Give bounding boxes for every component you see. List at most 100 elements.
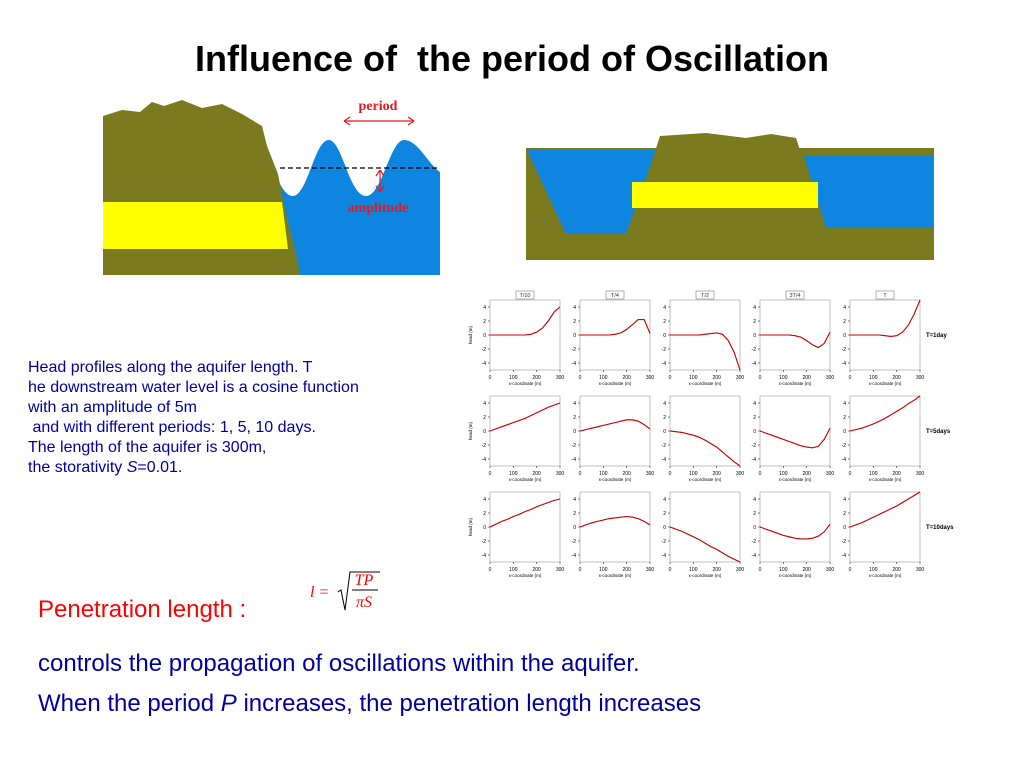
y-tick-label: -2: [842, 539, 847, 545]
x-tick-label: 200: [892, 375, 901, 381]
y-tick-label: 0: [753, 333, 756, 339]
x-tick-label: 200: [802, 375, 811, 381]
y-tick-label: 4: [843, 305, 846, 311]
panel-frame: [759, 491, 831, 563]
x-tick-label: 0: [579, 567, 582, 573]
panel-frame: [669, 395, 741, 467]
numerical-series-line: [669, 430, 741, 467]
body-line-2: When the period P increases, the penetra…: [38, 690, 702, 717]
y-tick-label: 4: [483, 305, 486, 311]
x-tick-label: 200: [622, 471, 631, 477]
x-axis-label: x-coordinate (m): [509, 477, 542, 482]
x-tick-label: 200: [622, 567, 631, 573]
formula-lhs: l =: [310, 584, 329, 601]
row-label: T=10days: [926, 525, 954, 531]
panel-frame: [849, 491, 921, 563]
x-tick-label: 200: [892, 567, 901, 573]
y-tick-label: -2: [752, 443, 757, 449]
y-tick-label: -4: [842, 457, 847, 463]
formula-numerator: TP: [355, 572, 374, 589]
y-tick-label: -4: [572, 361, 577, 367]
panel-frame: [489, 491, 561, 563]
x-tick-label: 100: [869, 471, 878, 477]
column-label-box: [605, 290, 625, 300]
numerical-series-line: [579, 419, 651, 432]
x-axis-label: x-coordinate (m): [599, 381, 632, 386]
x-tick-label: 0: [579, 471, 582, 477]
x-axis-label: x-coordinate (m): [689, 477, 722, 482]
x-axis-label: x-coordinate (m): [599, 573, 632, 578]
x-axis-label: x-coordinate (m): [509, 381, 542, 386]
column-label-box: [515, 290, 535, 300]
y-tick-label: 2: [843, 415, 846, 421]
y-tick-label: -2: [662, 539, 667, 545]
numerical-series-line: [759, 427, 831, 449]
y-tick-label: 0: [483, 429, 486, 435]
x-tick-label: 100: [509, 471, 518, 477]
amplitude-label: amplitude: [348, 201, 409, 216]
y-axis-label: head (m): [468, 421, 473, 440]
x-tick-label: 0: [669, 375, 672, 381]
x-tick-label: 300: [826, 471, 835, 477]
y-tick-label: 2: [573, 319, 576, 325]
x-axis-label: x-coordinate (m): [869, 573, 902, 578]
x-axis-label: x-coordinate (m): [509, 573, 542, 578]
numerical-series-line: [489, 498, 561, 528]
x-tick-label: 100: [599, 567, 608, 573]
x-tick-label: 0: [849, 375, 852, 381]
y-tick-label: -2: [572, 347, 577, 353]
x-tick-label: 200: [532, 375, 541, 381]
description-line: Head profiles along the aquifer length. …: [28, 359, 313, 376]
x-tick-label: 100: [599, 375, 608, 381]
x-axis-label: x-coordinate (m): [779, 573, 812, 578]
x-tick-label: 200: [532, 567, 541, 573]
numerical-series-line: [579, 515, 651, 528]
x-tick-label: 100: [779, 471, 788, 477]
description-line: The length of the aquifer is 300m,: [28, 439, 267, 456]
x-tick-label: 0: [669, 471, 672, 477]
y-tick-label: 0: [663, 525, 666, 531]
y-tick-label: 0: [483, 525, 486, 531]
x-tick-label: 200: [802, 567, 811, 573]
aquifer-oscillation-diagram: period amplitude: [102, 94, 442, 276]
x-tick-label: 0: [759, 375, 762, 381]
x-tick-label: 300: [556, 471, 565, 477]
y-tick-label: -2: [572, 443, 577, 449]
x-tick-label: 100: [509, 567, 518, 573]
x-tick-label: 300: [646, 567, 655, 573]
y-tick-label: 0: [573, 333, 576, 339]
y-tick-label: 0: [753, 429, 756, 435]
y-tick-label: 4: [843, 497, 846, 503]
y-tick-label: -4: [752, 361, 757, 367]
y-tick-label: -2: [842, 443, 847, 449]
y-tick-label: 2: [483, 511, 486, 517]
panel-frame: [849, 395, 921, 467]
y-tick-label: 2: [753, 415, 756, 421]
panel-frame: [579, 395, 651, 467]
y-tick-label: 0: [573, 429, 576, 435]
y-tick-label: 2: [843, 319, 846, 325]
column-label-box: [695, 290, 715, 300]
x-tick-label: 0: [489, 375, 492, 381]
formula-denominator: πS: [356, 594, 372, 611]
x-tick-label: 300: [556, 375, 565, 381]
y-tick-label: -4: [662, 553, 667, 559]
column-label: T: [883, 293, 887, 299]
numerical-series-line: [669, 526, 741, 563]
y-tick-label: -4: [482, 553, 487, 559]
y-tick-label: -2: [752, 539, 757, 545]
y-tick-label: 4: [753, 401, 756, 407]
x-axis-label: x-coordinate (m): [869, 477, 902, 482]
column-label: 3T/4: [789, 293, 800, 299]
y-tick-label: 2: [843, 511, 846, 517]
head-profiles-chart-grid: 4 2 0 -2 -4 0 100 200 300 x-coordinate (m) head (m…: [462, 288, 974, 588]
x-tick-label: 300: [646, 375, 655, 381]
description-text: Head profiles along the aquifer length. …: [28, 358, 359, 478]
x-tick-label: 0: [849, 471, 852, 477]
y-tick-label: 2: [483, 415, 486, 421]
numerical-series-line: [580, 319, 651, 336]
x-tick-label: 200: [712, 375, 721, 381]
column-label-box: [785, 290, 805, 300]
x-axis-label: x-coordinate (m): [689, 573, 722, 578]
row-label: T=1day: [926, 333, 948, 339]
